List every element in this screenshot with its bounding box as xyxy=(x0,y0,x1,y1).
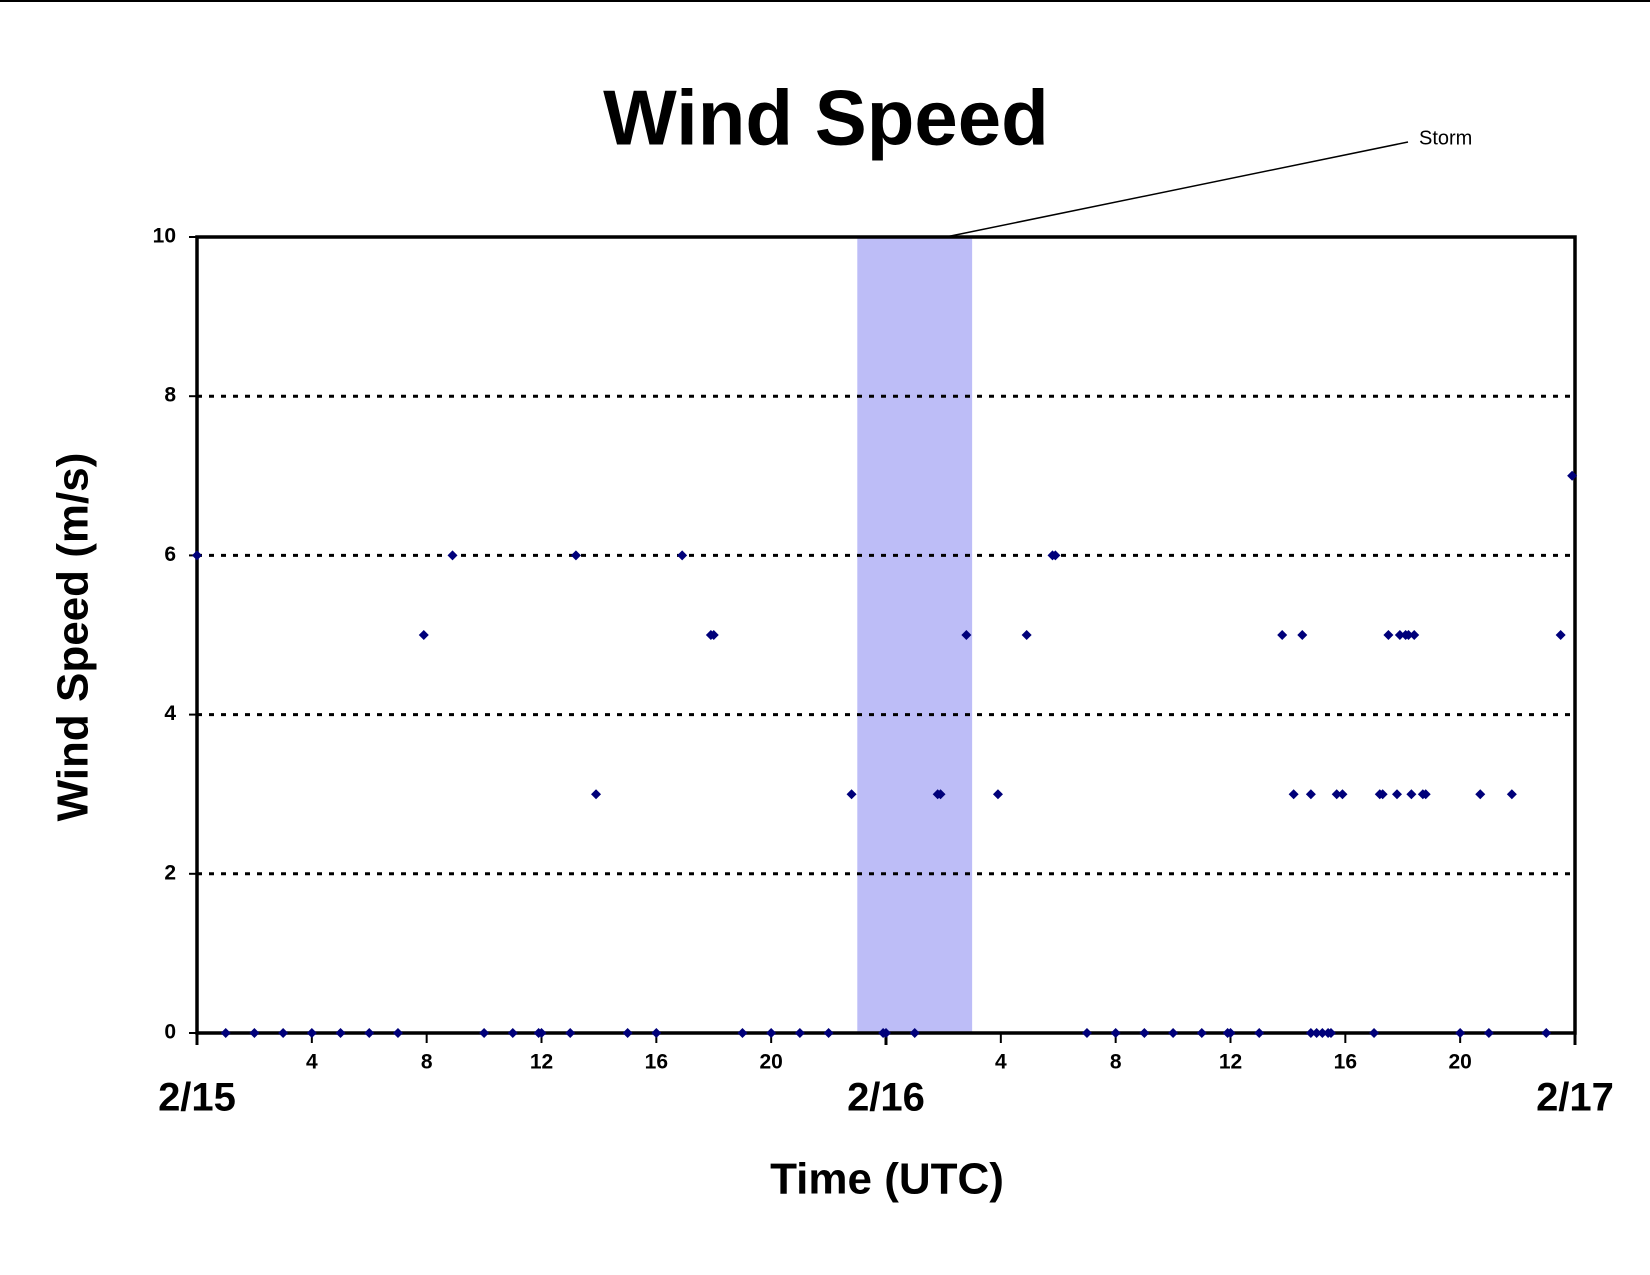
data-point xyxy=(1394,630,1405,640)
data-point xyxy=(622,1028,633,1038)
data-point xyxy=(1081,1028,1092,1038)
data-point xyxy=(1139,1028,1150,1038)
data-point xyxy=(1196,1028,1207,1038)
data-point xyxy=(1110,1028,1121,1038)
data-point xyxy=(507,1028,518,1038)
data-point xyxy=(1392,789,1403,800)
data-point xyxy=(1254,1028,1265,1038)
data-point xyxy=(591,789,602,800)
data-point xyxy=(737,1028,748,1038)
data-point xyxy=(1403,630,1414,640)
data-point xyxy=(1541,1028,1552,1038)
x-tick-label: 12 xyxy=(530,1051,553,1074)
data-point xyxy=(335,1028,346,1038)
data-point xyxy=(651,1028,662,1038)
chart-title: Wind Speed xyxy=(603,74,1049,162)
data-point xyxy=(1409,630,1420,640)
data-point xyxy=(935,789,946,800)
data-point xyxy=(1420,789,1431,800)
x-axis-label: Time (UTC) xyxy=(770,1155,1004,1204)
data-point xyxy=(909,1028,920,1038)
data-point xyxy=(1305,789,1316,800)
data-point xyxy=(708,630,719,640)
data-point xyxy=(278,1028,289,1038)
data-point xyxy=(1050,550,1061,561)
data-point xyxy=(306,1028,317,1038)
data-point xyxy=(1383,630,1394,640)
data-point xyxy=(565,1028,576,1038)
date-tick-label: 2/17 xyxy=(1536,1076,1614,1120)
x-tick-label: 4 xyxy=(306,1051,318,1074)
data-point xyxy=(1369,1028,1380,1038)
data-point xyxy=(881,1028,891,1038)
data-point xyxy=(536,1028,547,1038)
data-point xyxy=(364,1028,375,1038)
data-point xyxy=(249,1028,260,1038)
date-tick-label: 2/15 xyxy=(158,1076,236,1120)
data-point xyxy=(1337,789,1348,800)
data-point xyxy=(570,550,581,561)
data-point xyxy=(1305,1028,1316,1038)
data-point xyxy=(1277,630,1288,640)
data-point xyxy=(1555,630,1566,640)
date-tick-label: 2/16 xyxy=(847,1076,925,1120)
x-tick-label: 12 xyxy=(1219,1051,1242,1074)
data-point xyxy=(1297,630,1308,640)
x-tick-label: 8 xyxy=(1110,1051,1122,1074)
y-tick-label: 2 xyxy=(164,861,176,884)
data-point xyxy=(1325,1028,1336,1038)
annotation-leader xyxy=(945,141,1409,238)
data-point xyxy=(1506,789,1517,800)
x-tick-label: 4 xyxy=(995,1051,1007,1074)
data-point xyxy=(766,1028,777,1038)
data-point xyxy=(823,1028,834,1038)
y-tick-label: 4 xyxy=(164,702,176,725)
x-tick-label: 20 xyxy=(1448,1051,1471,1074)
data-point xyxy=(1331,789,1342,800)
data-point xyxy=(1317,1028,1328,1038)
data-point xyxy=(447,550,458,561)
data-point xyxy=(1475,789,1486,800)
y-axis-label: Wind Speed (m/s) xyxy=(49,453,98,822)
y-tick-label: 8 xyxy=(164,384,176,407)
data-point xyxy=(220,1028,231,1038)
x-tick-label: 16 xyxy=(1334,1051,1357,1074)
annotation-label: Storm xyxy=(1419,127,1472,149)
y-tick-label: 0 xyxy=(164,1021,176,1044)
data-point xyxy=(1288,789,1299,800)
data-point xyxy=(992,789,1003,800)
data-point xyxy=(1021,630,1032,640)
data-point xyxy=(846,789,857,800)
data-point xyxy=(1483,1028,1494,1038)
x-tick-label: 8 xyxy=(421,1051,433,1074)
data-point xyxy=(418,630,429,640)
data-point xyxy=(1168,1028,1179,1038)
data-point xyxy=(794,1028,805,1038)
data-point xyxy=(479,1028,490,1038)
data-point xyxy=(392,1028,403,1038)
data-point xyxy=(1567,470,1578,481)
data-point xyxy=(1225,1028,1236,1038)
data-point xyxy=(1377,789,1388,800)
data-point xyxy=(1455,1028,1466,1038)
data-point xyxy=(677,550,688,561)
data-point xyxy=(192,550,202,561)
y-tick-label: 10 xyxy=(153,225,176,248)
data-point xyxy=(1406,789,1417,800)
data-point xyxy=(961,630,972,640)
data-point xyxy=(1311,1028,1322,1038)
x-tick-label: 20 xyxy=(759,1051,782,1074)
storm-band xyxy=(857,237,973,1033)
x-tick-label: 16 xyxy=(645,1051,668,1074)
y-tick-label: 6 xyxy=(164,543,176,566)
